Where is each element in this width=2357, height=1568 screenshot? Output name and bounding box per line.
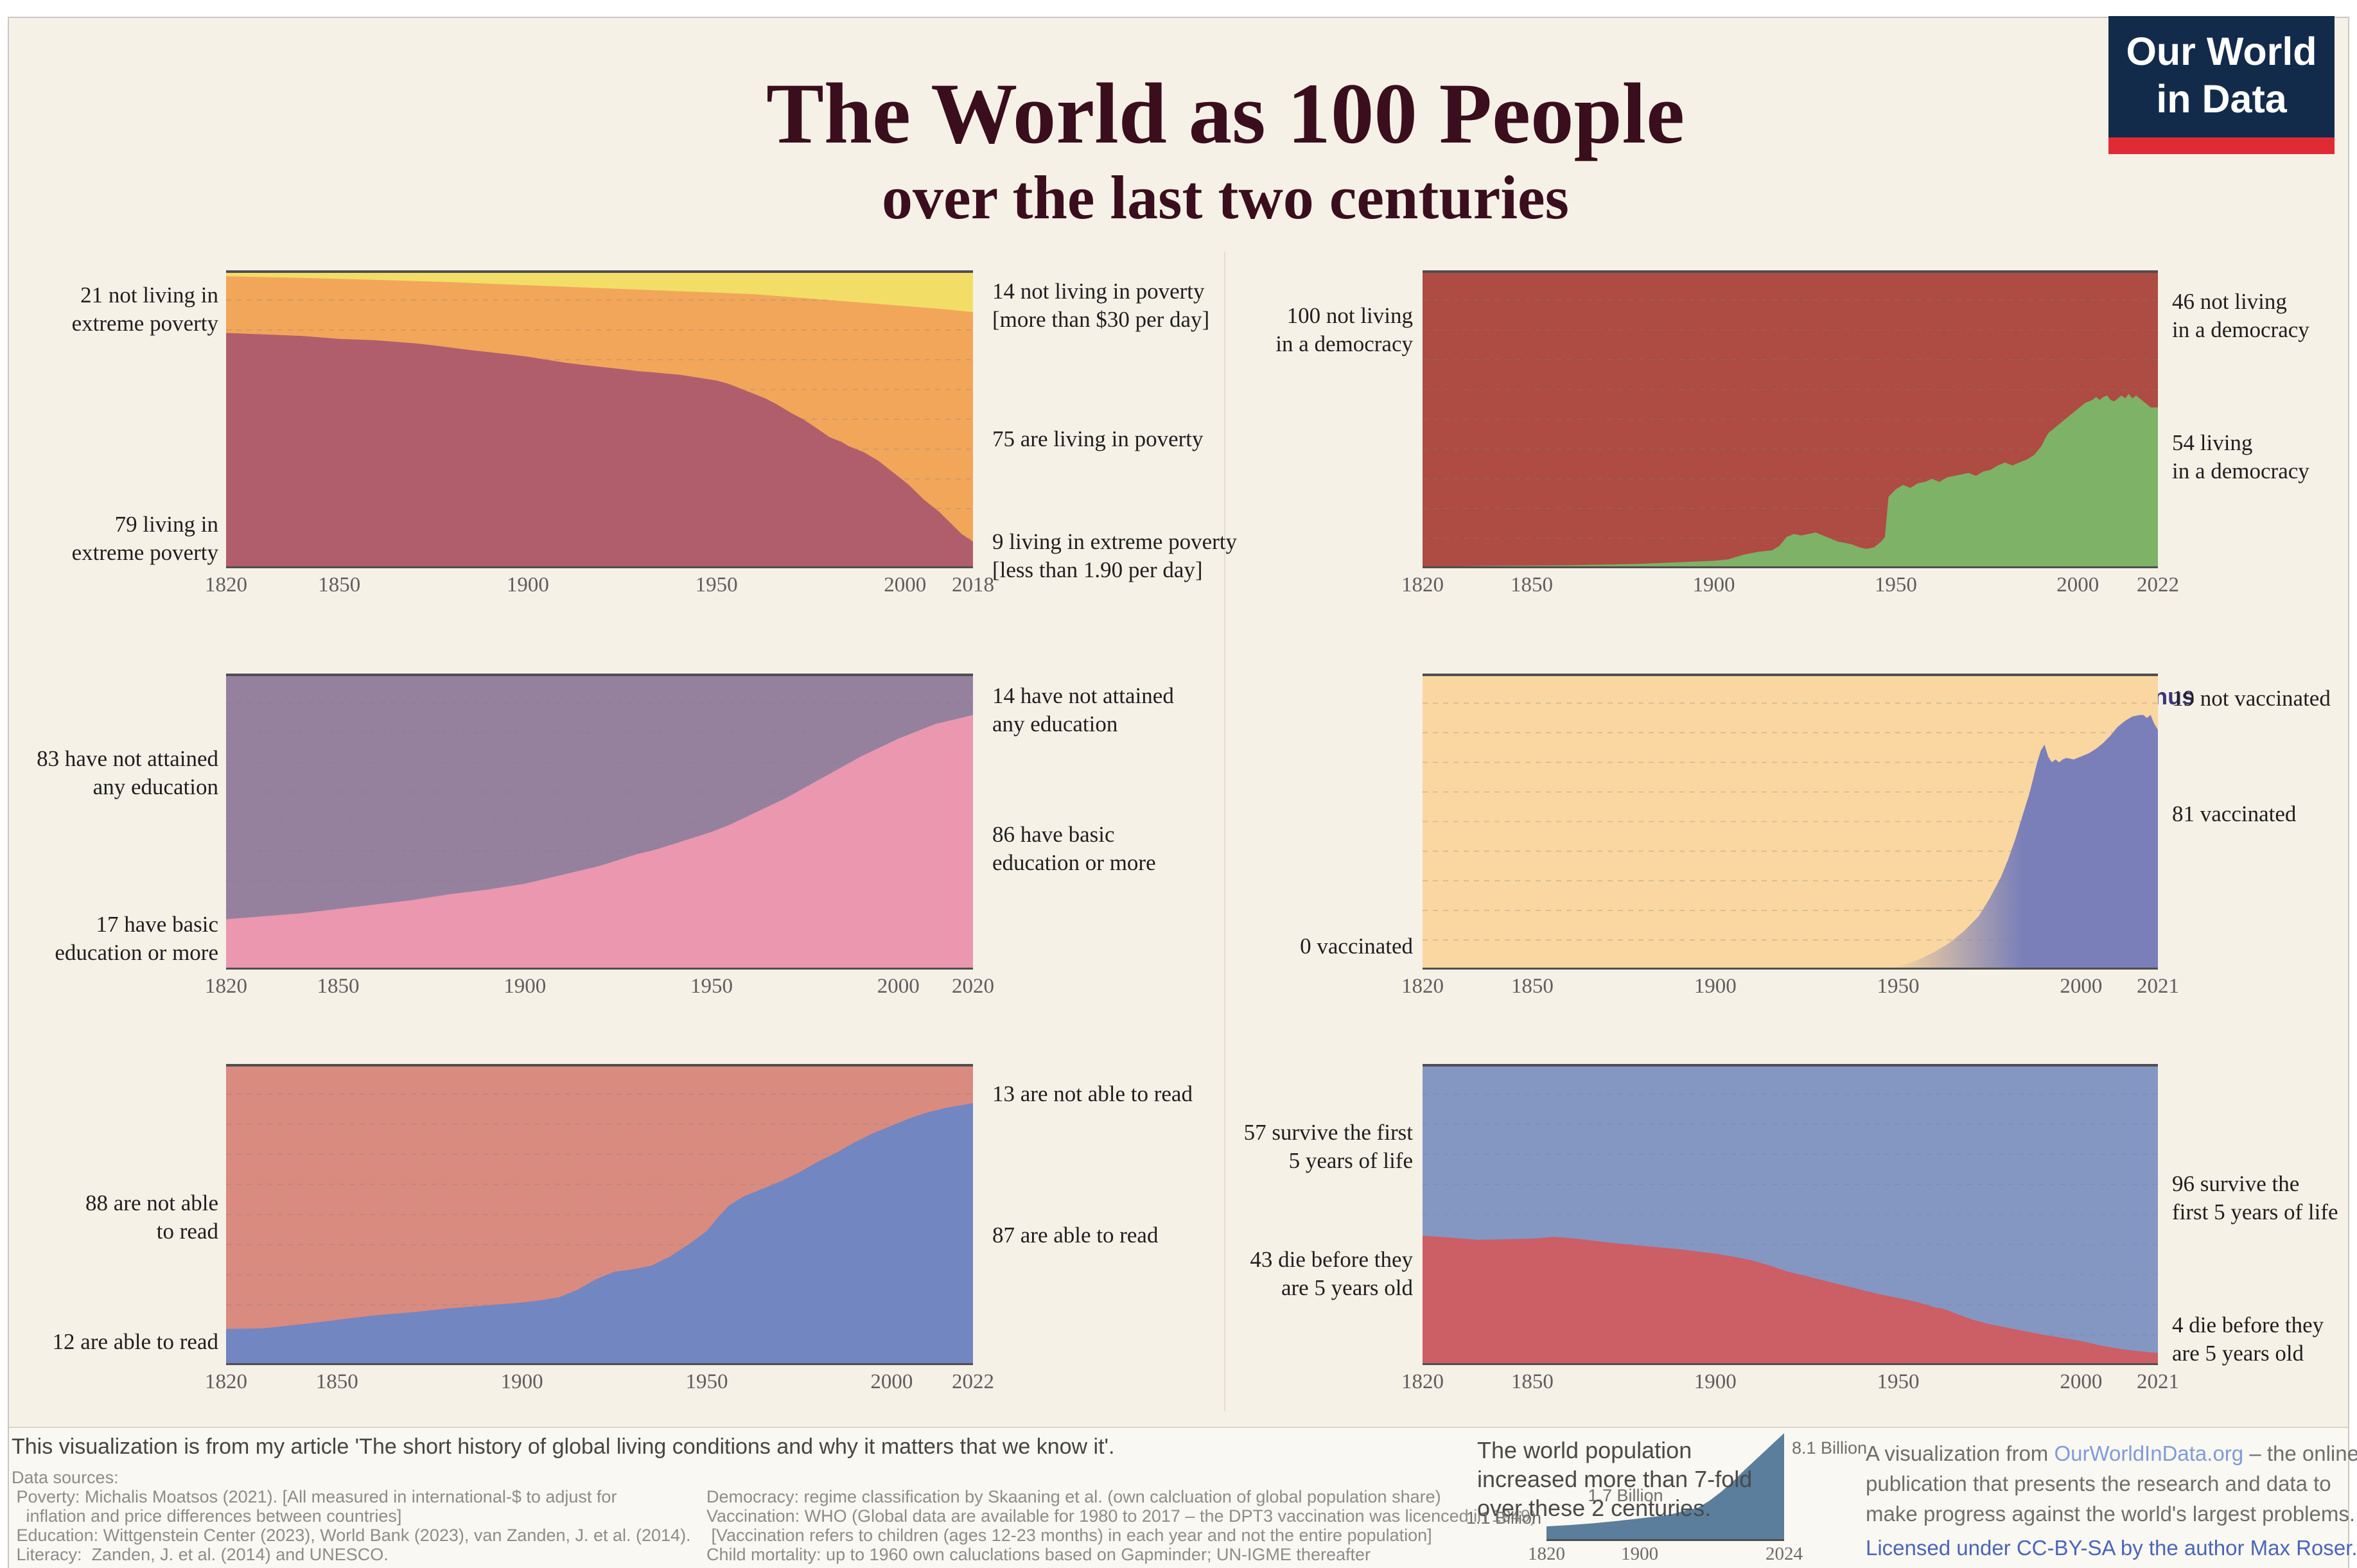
- education-plot: [226, 674, 973, 970]
- education-annotation: 17 have basic education or more: [55, 912, 218, 965]
- population-x-tick-label: 1820: [1528, 1544, 1565, 1564]
- population-plot: [1547, 1433, 1784, 1541]
- vaccination-annotation: 19 not vaccinated: [2172, 686, 2331, 711]
- democracy-x-tick-label: 2000: [2056, 573, 2099, 597]
- mortality-layer-die-before-age-5: [1423, 1235, 2158, 1365]
- democracy-annotation: 100 not living in a democracy: [1275, 303, 1413, 356]
- owid-logo: Our World in Data: [2108, 16, 2335, 154]
- attribution-post: – the online publication that presents t…: [1866, 1442, 2357, 1526]
- vaccination-x-tick-label: 1900: [1694, 975, 1737, 998]
- mortality-annotation: 96 survive the first 5 years of life: [2172, 1171, 2338, 1224]
- education-annotation: 14 have not attained any education: [992, 683, 1174, 736]
- mortality-annotation: 4 die before they are 5 years old: [2172, 1312, 2324, 1366]
- literacy-plot: [226, 1064, 973, 1365]
- vaccination-x-tick-label: 1850: [1511, 975, 1554, 998]
- democracy-layer-living-in-democracy: [1423, 394, 2158, 568]
- mortality-x-tick-label: 1900: [1694, 1370, 1737, 1393]
- population-marker-label: 8.1 Billion: [1792, 1438, 1868, 1458]
- democracy-x-tick-label: 1850: [1511, 573, 1554, 597]
- literacy-annotation: 88 are not able to read: [85, 1190, 218, 1244]
- vaccination-annotation: 0 vaccinated: [1300, 934, 1413, 959]
- poverty-annotation: 14 not living in poverty [more than $30 p…: [992, 279, 1210, 332]
- poverty-plot: [226, 270, 973, 568]
- literacy-x-tick-label: 2000: [870, 1370, 913, 1393]
- poverty-x-tick-label: 2000: [884, 573, 927, 597]
- owid-logo-text: Our World in Data: [2108, 28, 2335, 123]
- education-x-tick-label: 2020: [952, 975, 994, 998]
- vaccination-x-tick-label: 1820: [1401, 975, 1444, 998]
- mortality-annotation: 43 die before they are 5 years old: [1250, 1247, 1413, 1300]
- poverty-annotation: 21 not living in extreme poverty: [71, 283, 218, 336]
- vaccination-x-tick-label: 1950: [1877, 975, 1920, 998]
- vaccination-x-tick-label: 2000: [2060, 975, 2103, 998]
- mortality-plot: [1423, 1064, 2158, 1365]
- education-x-tick-label: 1950: [690, 975, 733, 998]
- poverty-x-tick-label: 1820: [205, 573, 247, 597]
- poverty-annotation: 9 living in extreme poverty [less than 1.…: [992, 529, 1238, 582]
- mortality-x-tick-label: 1820: [1401, 1370, 1444, 1393]
- data-sources-col2: Democracy: regime classification by Skaa…: [706, 1487, 1536, 1564]
- population-layer-world-population-billions: [1547, 1433, 1784, 1541]
- population-x-tick-label: 2024: [1766, 1544, 1803, 1564]
- literacy-x-tick-label: 1820: [205, 1370, 247, 1393]
- democracy-annotation: 54 living in a democracy: [2172, 430, 2309, 483]
- footer-background: [9, 1427, 2348, 1568]
- education-annotation: 86 have basic education or more: [992, 822, 1156, 875]
- literacy-x-tick-label: 2022: [952, 1370, 994, 1393]
- poverty-layer-living-in-extreme-poverty: [226, 333, 973, 568]
- population-x-tick-label: 1900: [1621, 1544, 1659, 1564]
- poverty-x-tick-label: 2018: [952, 573, 994, 597]
- owid-logo-line1: Our World: [2126, 30, 2317, 73]
- poverty-layer-not-living-in-poverty: [226, 270, 973, 312]
- democracy-x-tick-label: 2022: [2137, 573, 2179, 597]
- attribution-text: A visualization from OurWorldInData.org …: [1866, 1438, 2357, 1529]
- mortality-annotation: 57 survive the first 5 years of life: [1243, 1120, 1413, 1173]
- education-x-tick-label: 1900: [504, 975, 547, 998]
- attribution-pre: A visualization from: [1866, 1442, 2055, 1465]
- mortality-x-tick-label: 2000: [2060, 1370, 2103, 1393]
- literacy-x-tick-label: 1950: [685, 1370, 728, 1393]
- population-caption: The world population increased more than …: [1477, 1437, 1753, 1521]
- literacy-annotation: 12 are able to read: [52, 1329, 218, 1354]
- education-x-tick-label: 1820: [205, 975, 247, 998]
- article-reference-line: This visualization is from my article 'T…: [12, 1434, 1115, 1459]
- literacy-x-tick-label: 1900: [500, 1370, 543, 1393]
- literacy-x-tick-label: 1850: [315, 1370, 358, 1393]
- page-title: The World as 100 People: [766, 66, 1685, 162]
- vaccination-plot: [1423, 674, 2158, 970]
- mortality-x-tick-label: 1850: [1511, 1370, 1554, 1393]
- poverty-annotation: 79 living in extreme poverty: [71, 512, 218, 565]
- poverty-x-tick-label: 1900: [506, 573, 549, 597]
- literacy-annotation: 13 are not able to read: [992, 1081, 1193, 1106]
- page-subtitle: over the last two centuries: [882, 162, 1569, 232]
- education-layer-have-basic-education-or-more: [226, 715, 973, 970]
- education-x-tick-label: 2000: [877, 975, 920, 998]
- democracy-x-tick-label: 1950: [1874, 573, 1917, 597]
- democracy-plot: [1423, 270, 2158, 568]
- poverty-x-tick-label: 1950: [695, 573, 738, 597]
- vaccination-annotation: 81 vaccinated: [2172, 801, 2297, 826]
- poverty-annotation: 75 are living in poverty: [992, 426, 1204, 451]
- democracy-x-tick-label: 1820: [1401, 573, 1444, 597]
- population-marker-label: 1.1 Billion: [1466, 1508, 1541, 1528]
- vaccination-layer-vaccinated: [1876, 715, 2158, 970]
- literacy-annotation: 87 are able to read: [992, 1223, 1159, 1248]
- data-sources-col1: Data sources: Poverty: Michalis Moatsos …: [12, 1468, 691, 1564]
- education-annotation: 83 have not attained any education: [37, 746, 218, 799]
- vaccination-x-tick-label: 2021: [2137, 975, 2179, 998]
- population-marker-label: 1.7 Billion: [1588, 1486, 1663, 1505]
- mortality-x-tick-label: 2021: [2137, 1370, 2179, 1393]
- license-line[interactable]: Licensed under CC-BY-SA by the author Ma…: [1866, 1536, 2357, 1560]
- owid-logo-red-bar: [2108, 137, 2335, 154]
- column-divider: [1224, 252, 1225, 1411]
- owid-link[interactable]: OurWorldInData.org: [2054, 1442, 2244, 1465]
- democracy-annotation: 46 not living in a democracy: [2172, 289, 2309, 342]
- poverty-x-tick-label: 1850: [318, 573, 361, 597]
- education-x-tick-label: 1850: [317, 975, 360, 998]
- literacy-layer-able-to-read: [226, 1102, 973, 1365]
- democracy-x-tick-label: 1900: [1692, 573, 1735, 597]
- owid-logo-line2: in Data: [2156, 77, 2287, 121]
- mortality-x-tick-label: 1950: [1877, 1370, 1920, 1393]
